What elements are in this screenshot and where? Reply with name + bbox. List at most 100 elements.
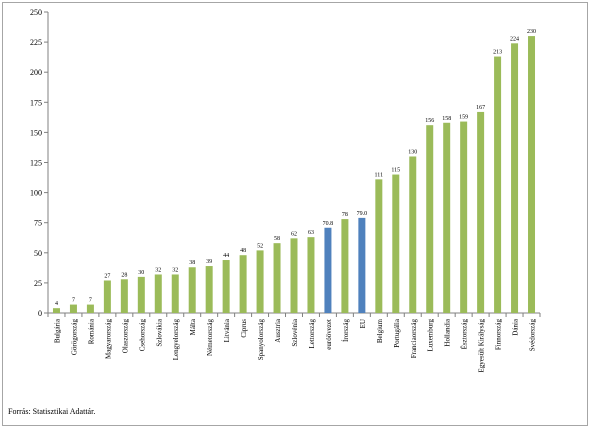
x-tick-label: Csehország bbox=[138, 319, 146, 352]
data-label: 115 bbox=[391, 168, 400, 174]
data-label: 62 bbox=[291, 231, 297, 237]
data-label: 27 bbox=[104, 273, 110, 279]
source-note: Forrás: Statisztikai Adattár. bbox=[8, 407, 96, 416]
data-label: 58 bbox=[274, 236, 280, 242]
y-tick-label: 125 bbox=[30, 159, 42, 168]
x-tick-label: Lettország bbox=[308, 319, 316, 349]
data-label: 156 bbox=[425, 118, 434, 124]
bar bbox=[273, 243, 281, 313]
bar bbox=[307, 237, 315, 313]
x-tick-label: Románia bbox=[87, 318, 95, 344]
data-label: 28 bbox=[121, 272, 127, 278]
data-label: 167 bbox=[476, 105, 485, 111]
x-tick-label: Dánia bbox=[512, 318, 520, 336]
y-tick-label: 0 bbox=[38, 309, 42, 318]
data-label: 159 bbox=[459, 115, 468, 121]
bar bbox=[290, 238, 298, 313]
x-tick-label: Magyarország bbox=[104, 319, 112, 360]
y-tick-label: 225 bbox=[30, 38, 42, 47]
data-label: 32 bbox=[155, 267, 161, 273]
bar bbox=[494, 56, 502, 313]
bar bbox=[154, 274, 162, 313]
data-label: 158 bbox=[442, 116, 451, 122]
data-label: 52 bbox=[257, 243, 263, 249]
bar bbox=[528, 36, 536, 314]
x-tick-label: Németország bbox=[206, 319, 214, 356]
bar bbox=[511, 43, 519, 313]
data-label: 4 bbox=[55, 301, 58, 307]
x-tick-label: Ausztria bbox=[274, 318, 282, 343]
bar bbox=[222, 260, 230, 313]
y-tick-label: 175 bbox=[30, 98, 42, 107]
bar bbox=[256, 250, 264, 313]
y-tick-label: 250 bbox=[30, 8, 42, 17]
data-label: 111 bbox=[375, 172, 384, 178]
bar bbox=[341, 219, 349, 313]
data-label: 39 bbox=[206, 259, 212, 265]
bar bbox=[52, 308, 60, 313]
data-label: 30 bbox=[138, 270, 144, 276]
bar bbox=[409, 156, 417, 313]
data-label: 230 bbox=[527, 29, 536, 35]
bar bbox=[239, 255, 247, 313]
x-tick-label: Málta bbox=[189, 318, 197, 335]
bar bbox=[477, 111, 485, 313]
x-tick-label: Litvánia bbox=[223, 318, 231, 342]
x-tick-label: Szlovákia bbox=[155, 318, 163, 346]
bar bbox=[426, 125, 434, 314]
bar bbox=[375, 179, 383, 313]
x-tick-label: Olaszország bbox=[121, 319, 129, 354]
x-tick-label: Spanyolország bbox=[257, 319, 265, 361]
x-tick-label: Portugália bbox=[393, 318, 401, 348]
data-label: 79.0 bbox=[357, 211, 368, 217]
x-tick-label: Egyesült Királyság bbox=[478, 319, 486, 373]
x-tick-label: Svédország bbox=[529, 319, 537, 352]
bar bbox=[443, 122, 451, 313]
y-tick-label: 25 bbox=[34, 279, 42, 288]
bar bbox=[460, 121, 468, 314]
bar bbox=[137, 276, 145, 313]
x-tick-label: Ciprus bbox=[240, 319, 248, 338]
x-tick-label: Észtország bbox=[461, 319, 469, 350]
x-tick-label: euróövezet bbox=[325, 319, 333, 350]
data-label: 224 bbox=[510, 36, 519, 42]
data-label: 32 bbox=[172, 267, 178, 273]
data-label: 63 bbox=[308, 230, 314, 236]
bar bbox=[86, 304, 94, 313]
data-label: 130 bbox=[408, 149, 417, 155]
x-tick-label: Franciaország bbox=[410, 319, 418, 359]
x-tick-label: Luxemburg bbox=[427, 319, 435, 352]
bar bbox=[188, 267, 196, 313]
data-label: 7 bbox=[89, 298, 92, 304]
x-tick-label: EU bbox=[359, 319, 367, 328]
y-tick-label: 100 bbox=[30, 189, 42, 198]
x-tick-label: Finnország bbox=[495, 319, 503, 351]
bar bbox=[103, 280, 111, 313]
data-label: 38 bbox=[189, 260, 195, 266]
chart-frame bbox=[2, 2, 588, 426]
x-tick-label: Lengyelország bbox=[172, 319, 180, 361]
bar bbox=[171, 274, 179, 313]
bar bbox=[324, 227, 332, 313]
x-tick-label: Írország bbox=[342, 319, 350, 342]
bar bbox=[358, 217, 366, 313]
data-label: 44 bbox=[223, 253, 229, 259]
x-tick-label: Görögország bbox=[70, 319, 78, 356]
x-tick-label: Szlovénia bbox=[291, 318, 299, 346]
bar bbox=[205, 266, 213, 313]
data-label: 78 bbox=[342, 212, 348, 218]
data-label: 48 bbox=[240, 248, 246, 254]
x-tick-label: Bulgária bbox=[53, 318, 61, 343]
bar bbox=[69, 304, 77, 313]
x-tick-label: Hollandia bbox=[444, 318, 452, 346]
x-tick-label: Belgium bbox=[376, 318, 384, 343]
bar bbox=[120, 279, 128, 313]
y-tick-label: 50 bbox=[34, 249, 42, 258]
y-tick-label: 200 bbox=[30, 68, 42, 77]
data-label: 213 bbox=[493, 50, 502, 56]
data-label: 7 bbox=[72, 298, 75, 304]
y-tick-label: 150 bbox=[30, 128, 42, 137]
data-label: 70.8 bbox=[323, 221, 334, 227]
bar bbox=[392, 174, 400, 313]
